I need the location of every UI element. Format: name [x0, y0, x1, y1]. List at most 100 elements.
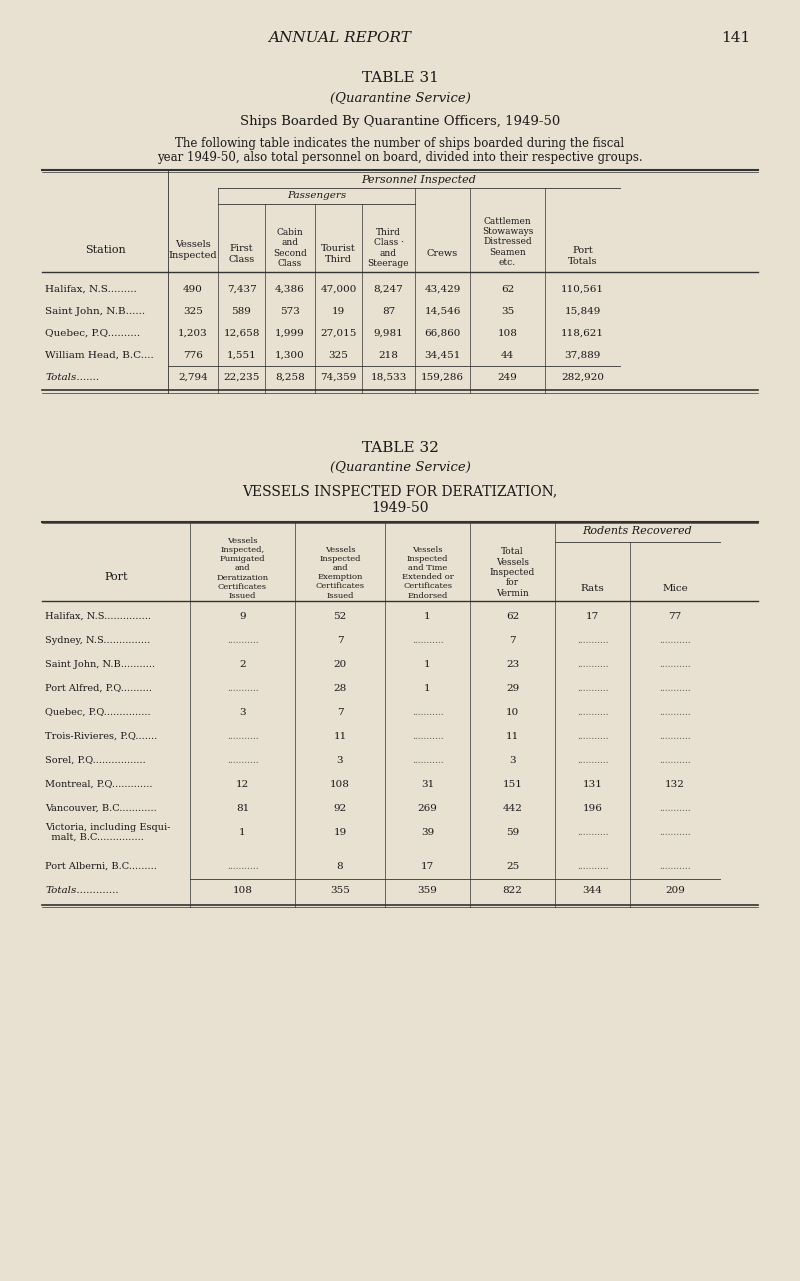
Text: Ships Boarded By Quarantine Officers, 1949-50: Ships Boarded By Quarantine Officers, 19… — [240, 115, 560, 128]
Text: 589: 589 — [231, 306, 251, 315]
Text: 1: 1 — [239, 828, 246, 836]
Text: 7,437: 7,437 — [226, 284, 256, 293]
Text: Saint John, N.B...........: Saint John, N.B........... — [45, 660, 155, 669]
Text: 151: 151 — [502, 780, 522, 789]
Text: Vessels
Inspected: Vessels Inspected — [169, 241, 218, 260]
Text: 8,247: 8,247 — [374, 284, 403, 293]
Text: The following table indicates the number of ships boarded during the fiscal: The following table indicates the number… — [175, 137, 625, 150]
Text: Port Alfred, P.Q..........: Port Alfred, P.Q.......... — [45, 684, 152, 693]
Text: Third
Class ·
and
Steerage: Third Class · and Steerage — [368, 228, 410, 268]
Text: 9: 9 — [239, 612, 246, 621]
Text: 17: 17 — [586, 612, 599, 621]
Text: 209: 209 — [665, 886, 685, 895]
Text: Tourist
Third: Tourist Third — [321, 245, 356, 264]
Text: 108: 108 — [330, 780, 350, 789]
Text: 2,794: 2,794 — [178, 373, 208, 382]
Text: year 1949-50, also total personnel on board, divided into their respective group: year 1949-50, also total personnel on bo… — [157, 150, 643, 164]
Text: 7: 7 — [337, 635, 343, 646]
Text: ...........: ........... — [412, 731, 443, 740]
Text: Vessels
Inspected,
Fumigated
and
Deratization
Certificates
Issued: Vessels Inspected, Fumigated and Deratiz… — [217, 537, 269, 600]
Text: 39: 39 — [421, 828, 434, 836]
Text: 822: 822 — [502, 886, 522, 895]
Text: 62: 62 — [501, 284, 514, 293]
Text: 23: 23 — [506, 660, 519, 669]
Text: Totals.............: Totals............. — [45, 886, 118, 895]
Text: 92: 92 — [334, 804, 346, 813]
Text: Halifax, N.S.........: Halifax, N.S......... — [45, 284, 137, 293]
Text: Total
Vessels
Inspected
for
Vermin: Total Vessels Inspected for Vermin — [490, 547, 535, 598]
Text: 1: 1 — [424, 660, 431, 669]
Text: Saint John, N.B......: Saint John, N.B...... — [45, 306, 145, 315]
Text: malt, B.C...............: malt, B.C............... — [45, 833, 144, 842]
Text: 15,849: 15,849 — [564, 306, 601, 315]
Text: 132: 132 — [665, 780, 685, 789]
Text: Vessels
Inspected
and Time
Extended or
Certificates
Endorsed: Vessels Inspected and Time Extended or C… — [402, 546, 454, 600]
Text: 27,015: 27,015 — [320, 328, 357, 337]
Text: Personnel Inspected: Personnel Inspected — [362, 175, 477, 184]
Text: Crews: Crews — [427, 250, 458, 259]
Text: 44: 44 — [501, 351, 514, 360]
Text: 249: 249 — [498, 373, 518, 382]
Text: Cattlemen
Stowaways
Distressed
Seamen
etc.: Cattlemen Stowaways Distressed Seamen et… — [482, 216, 533, 268]
Text: 573: 573 — [280, 306, 300, 315]
Text: ...........: ........... — [659, 828, 691, 836]
Text: 1: 1 — [424, 612, 431, 621]
Text: 218: 218 — [378, 351, 398, 360]
Text: 34,451: 34,451 — [424, 351, 461, 360]
Text: Sorel, P.Q.................: Sorel, P.Q................. — [45, 756, 146, 765]
Text: ...........: ........... — [412, 756, 443, 765]
Text: 11: 11 — [334, 731, 346, 740]
Text: 1,300: 1,300 — [275, 351, 305, 360]
Text: Cabin
and
Second
Class: Cabin and Second Class — [273, 228, 307, 268]
Text: ...........: ........... — [577, 660, 608, 669]
Text: ...........: ........... — [659, 731, 691, 740]
Text: 131: 131 — [582, 780, 602, 789]
Text: 35: 35 — [501, 306, 514, 315]
Text: 1,999: 1,999 — [275, 328, 305, 337]
Text: 118,621: 118,621 — [561, 328, 604, 337]
Text: TABLE 32: TABLE 32 — [362, 441, 438, 455]
Text: ...........: ........... — [577, 731, 608, 740]
Text: Passengers: Passengers — [287, 191, 346, 201]
Text: 1949-50: 1949-50 — [371, 501, 429, 515]
Text: William Head, B.C....: William Head, B.C.... — [45, 351, 154, 360]
Text: 196: 196 — [582, 804, 602, 813]
Text: Quebec, P.Q...............: Quebec, P.Q............... — [45, 708, 150, 717]
Text: 442: 442 — [502, 804, 522, 813]
Text: (Quarantine Service): (Quarantine Service) — [330, 461, 470, 474]
Text: Montreal, P.Q.............: Montreal, P.Q............. — [45, 780, 153, 789]
Text: 17: 17 — [421, 862, 434, 871]
Text: 47,000: 47,000 — [320, 284, 357, 293]
Text: 14,546: 14,546 — [424, 306, 461, 315]
Text: ...........: ........... — [412, 708, 443, 717]
Text: 490: 490 — [183, 284, 203, 293]
Text: ...........: ........... — [577, 635, 608, 646]
Text: ...........: ........... — [226, 635, 258, 646]
Text: 2: 2 — [239, 660, 246, 669]
Text: ...........: ........... — [577, 708, 608, 717]
Text: 66,860: 66,860 — [424, 328, 461, 337]
Text: 31: 31 — [421, 780, 434, 789]
Text: 37,889: 37,889 — [564, 351, 601, 360]
Text: 43,429: 43,429 — [424, 284, 461, 293]
Text: (Quarantine Service): (Quarantine Service) — [330, 91, 470, 105]
Text: ...........: ........... — [659, 660, 691, 669]
Text: Station: Station — [85, 245, 126, 255]
Text: ...........: ........... — [226, 862, 258, 871]
Text: 4,386: 4,386 — [275, 284, 305, 293]
Text: Totals.......: Totals....... — [45, 373, 99, 382]
Text: 19: 19 — [334, 828, 346, 836]
Text: ...........: ........... — [659, 804, 691, 813]
Text: 11: 11 — [506, 731, 519, 740]
Text: Port: Port — [104, 571, 128, 582]
Text: 344: 344 — [582, 886, 602, 895]
Text: Vancouver, B.C............: Vancouver, B.C............ — [45, 804, 157, 813]
Text: ...........: ........... — [659, 684, 691, 693]
Text: 7: 7 — [509, 635, 516, 646]
Text: 29: 29 — [506, 684, 519, 693]
Text: 1,551: 1,551 — [226, 351, 256, 360]
Text: 74,359: 74,359 — [320, 373, 357, 382]
Text: ...........: ........... — [577, 756, 608, 765]
Text: VESSELS INSPECTED FOR DERATIZATION,: VESSELS INSPECTED FOR DERATIZATION, — [242, 484, 558, 498]
Text: 18,533: 18,533 — [370, 373, 406, 382]
